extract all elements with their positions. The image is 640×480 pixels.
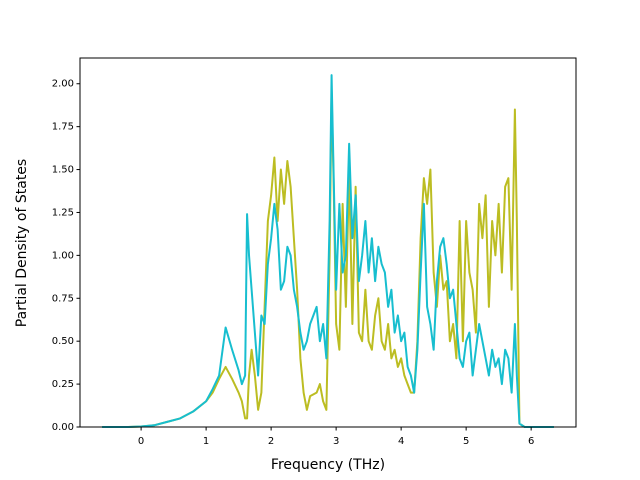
x-tick-label: 6 [528,436,534,447]
y-tick-label: 0.25 [52,379,74,390]
y-tick-label: 0.50 [52,336,74,347]
x-tick-label: 3 [333,436,339,447]
y-tick-label: 2.00 [52,79,74,90]
y-tick-label: 1.75 [52,122,74,133]
plot-frame [79,57,577,428]
y-tick-label: 0.00 [52,422,74,433]
y-tick-label: 1.50 [52,165,74,176]
y-axis-label: Partial Density of States [14,159,30,327]
x-axis-label: Frequency (THz) [271,457,385,473]
x-tick-label: 1 [203,436,209,447]
y-tick-label: 0.75 [52,293,74,304]
x-tick-label: 0 [138,436,144,447]
y-tick-label: 1.00 [52,250,74,261]
series-line [102,74,554,428]
x-tick-label: 5 [463,436,469,447]
series-line [102,91,554,428]
x-tick-label: 2 [268,436,274,447]
y-tick-label: 1.25 [52,207,74,218]
x-tick-label: 4 [398,436,404,447]
